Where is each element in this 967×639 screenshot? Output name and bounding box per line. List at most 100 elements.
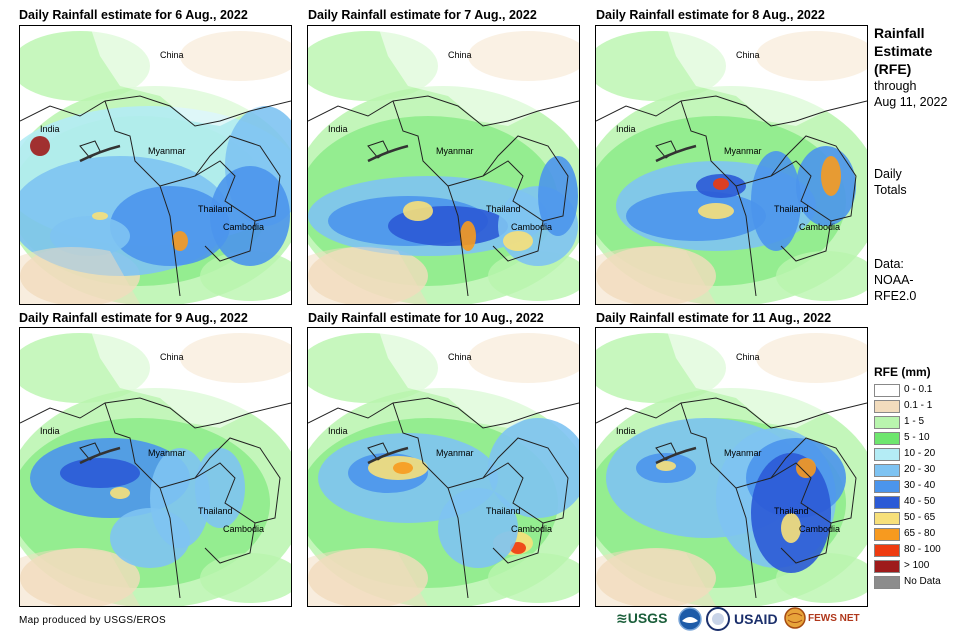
sea-area	[308, 549, 428, 606]
coastline	[655, 446, 697, 465]
rain-area	[110, 487, 130, 499]
legend-title: RFE (mm)	[874, 365, 931, 379]
map-label-myanmar: Myanmar	[724, 448, 762, 458]
legend-label: 10 - 20	[904, 448, 936, 459]
country-border	[308, 397, 579, 429]
map-label-myanmar: Myanmar	[436, 146, 474, 156]
rain-area	[200, 251, 291, 301]
sidebar-daily: Daily Totals	[874, 166, 907, 198]
map-label-india: India	[616, 124, 636, 134]
sea-area	[308, 247, 428, 304]
country-border	[104, 100, 181, 297]
map-label-china: China	[448, 50, 472, 60]
country-border	[194, 135, 281, 222]
sidebar-daily-line1: Daily	[874, 167, 902, 181]
rain-area	[751, 151, 801, 251]
rainfall-map: China India Myanmar Thailand Cambodia	[595, 327, 868, 607]
rain-area	[821, 156, 841, 196]
map-label-thailand: Thailand	[774, 204, 809, 214]
legend-swatch	[874, 576, 900, 589]
legend-swatch	[874, 528, 900, 541]
panel-title: Daily Rainfall estimate for 7 Aug., 2022	[308, 8, 537, 22]
rain-area	[210, 166, 290, 266]
map-label-myanmar: Myanmar	[436, 448, 474, 458]
rain-area	[30, 136, 50, 156]
map-label-cambodia: Cambodia	[799, 222, 840, 232]
rain-area	[438, 488, 518, 568]
logo-strip: ≋USGS USAID FEWS NET	[616, 606, 866, 632]
legend-label: 5 - 10	[904, 432, 930, 443]
country-border	[680, 100, 757, 297]
rain-area	[110, 508, 190, 568]
map-label-china: China	[448, 352, 472, 362]
rain-area	[698, 203, 734, 219]
legend-label: 1 - 5	[904, 416, 925, 427]
country-border	[308, 95, 579, 127]
country-border	[735, 160, 832, 262]
legend-swatch	[874, 400, 900, 413]
panel-title: Daily Rainfall estimate for 10 Aug., 202…	[308, 311, 544, 325]
map-label-thailand: Thailand	[486, 204, 521, 214]
sea-area	[596, 247, 716, 304]
sidebar-data-source: Data: NOAA- RFE2.0	[874, 256, 916, 304]
china-region	[666, 26, 867, 126]
china-region	[666, 328, 867, 428]
map-label-cambodia: Cambodia	[511, 222, 552, 232]
legend-label: > 100	[904, 560, 930, 571]
fewsnet-globe-icon	[784, 607, 806, 633]
map-label-india: India	[40, 426, 60, 436]
coastline	[79, 446, 121, 465]
legend-swatch	[874, 384, 900, 397]
map-label-china: China	[160, 352, 184, 362]
rainfall-map: China India Myanmar Thailand Cambodia	[307, 327, 580, 607]
sidebar-through-date: Aug 11, 2022	[874, 95, 948, 109]
country-border	[159, 160, 256, 262]
rain-area	[92, 212, 108, 220]
noaa-logo	[678, 607, 702, 633]
legend-label: 0 - 0.1	[904, 384, 933, 395]
rainfall-map: China India Myanmar Thailand Cambodia	[19, 25, 292, 305]
country-border	[482, 135, 569, 222]
rainfall-map: China India Myanmar Thailand Cambodia	[19, 327, 292, 607]
country-border	[735, 462, 832, 564]
map-label-myanmar: Myanmar	[148, 448, 186, 458]
country-border	[770, 437, 857, 524]
rain-area	[403, 201, 433, 221]
legend-label: 40 - 50	[904, 496, 936, 507]
china-region	[90, 26, 291, 126]
map-label-cambodia: Cambodia	[223, 524, 264, 534]
country-border	[596, 95, 867, 127]
map-label-thailand: Thailand	[198, 204, 233, 214]
fewsnet-logo: FEWS NET	[808, 613, 860, 624]
rain-area	[781, 513, 801, 543]
map-label-thailand: Thailand	[774, 506, 809, 516]
rain-area	[393, 462, 413, 474]
rain-area	[656, 461, 676, 471]
country-border	[392, 402, 469, 599]
map-label-india: India	[328, 124, 348, 134]
legend-swatch	[874, 432, 900, 445]
rain-area	[488, 251, 579, 301]
legend-swatch	[874, 544, 900, 557]
country-border	[20, 95, 291, 127]
rain-area	[488, 418, 579, 518]
rain-area	[488, 553, 579, 603]
country-border	[392, 100, 469, 297]
legend-label: 80 - 100	[904, 544, 941, 555]
country-border	[596, 397, 867, 429]
country-border	[447, 462, 544, 564]
map-label-india: India	[616, 426, 636, 436]
map-label-cambodia: Cambodia	[799, 524, 840, 534]
sea-area	[596, 549, 716, 606]
country-border	[482, 437, 569, 524]
rain-area	[110, 186, 230, 266]
map-label-china: China	[736, 50, 760, 60]
rain-area	[172, 231, 188, 251]
legend-label: 30 - 40	[904, 480, 936, 491]
coastline	[655, 144, 697, 163]
rainfall-map: China India Myanmar Thailand Cambodia	[307, 25, 580, 305]
rain-area	[626, 191, 766, 241]
map-label-china: China	[160, 50, 184, 60]
rain-area	[60, 458, 140, 488]
map-label-china: China	[736, 352, 760, 362]
